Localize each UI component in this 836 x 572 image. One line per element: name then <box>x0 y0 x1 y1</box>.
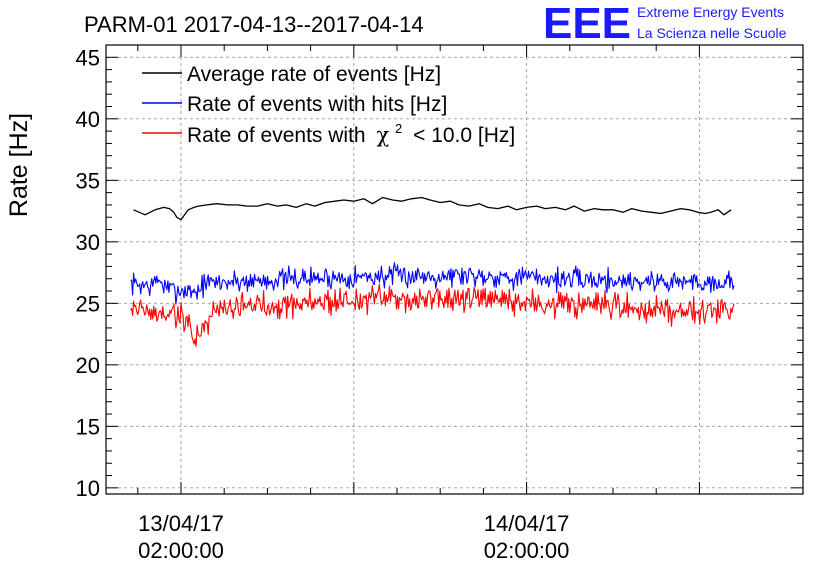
legend-label-average: Average rate of events [Hz] <box>187 63 441 86</box>
series-layer <box>130 196 735 348</box>
y-tick-label: 10 <box>76 476 100 501</box>
legend-label-chi2: Rate of events with χ 2 < 10.0 [Hz] <box>187 115 515 147</box>
y-axis: 10 15 20 25 30 35 40 45 <box>76 45 803 501</box>
plot-area <box>106 45 803 494</box>
y-tick-label: 35 <box>76 168 100 193</box>
series-line-2 <box>130 283 735 348</box>
legend-chi2-suffix: < 10.0 [Hz] <box>413 124 515 147</box>
x-tick-label-time: 02:00:00 <box>484 538 570 563</box>
logo-letters: EEE <box>543 0 631 48</box>
legend-label-hits: Rate of events with hits [Hz] <box>187 93 447 116</box>
legend-chi2-prefix: Rate of events with <box>187 124 366 147</box>
logo-line2: La Scienza nelle Scuole <box>637 25 787 41</box>
series-line-1 <box>130 262 735 305</box>
x-tick-label-date: 14/04/17 <box>484 511 570 536</box>
series-line-0 <box>133 196 732 221</box>
y-axis-label: Rate [Hz] <box>5 113 33 217</box>
grid-lines <box>106 45 803 494</box>
x-tick-label-time: 02:00:00 <box>138 538 224 563</box>
y-tick-label: 45 <box>76 45 100 70</box>
y-tick-label: 25 <box>76 291 100 316</box>
legend: Average rate of events [Hz] Rate of even… <box>142 63 515 147</box>
y-tick-label: 15 <box>76 414 100 439</box>
plot-frame <box>105 44 804 495</box>
x-tick-label-date: 13/04/17 <box>138 511 224 536</box>
chart-title: PARM-01 2017-04-13--2017-04-14 <box>84 12 424 37</box>
logo-line1: Extreme Energy Events <box>637 4 784 20</box>
y-tick-label: 20 <box>76 353 100 378</box>
legend-chi2-sup: 2 <box>395 121 402 136</box>
legend-chi2-symbol: χ <box>376 123 389 147</box>
eee-logo: EEE Extreme Energy Events La Scienza nel… <box>543 0 787 48</box>
y-tick-label: 40 <box>76 107 100 132</box>
y-tick-label: 30 <box>76 230 100 255</box>
